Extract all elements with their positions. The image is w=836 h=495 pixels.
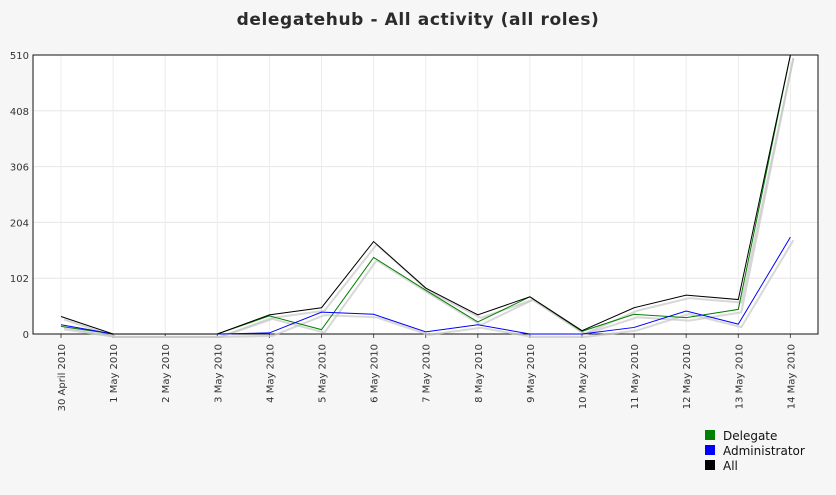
x-tick-label: 2 May 2010 — [161, 344, 172, 403]
series-line-all — [60, 54, 791, 335]
y-tick-label: 510 — [10, 51, 29, 62]
legend-label-administrator: Administrator — [723, 444, 805, 458]
x-tick-label: 10 May 2010 — [578, 344, 589, 409]
x-tick-label: 5 May 2010 — [318, 344, 329, 403]
x-tick-label: 3 May 2010 — [213, 344, 224, 403]
y-tick-label: 0 — [23, 330, 29, 341]
legend-swatch-all — [705, 460, 715, 470]
x-tick-label: 13 May 2010 — [734, 344, 745, 409]
y-tick-label: 204 — [10, 218, 29, 229]
x-tick-label: 9 May 2010 — [526, 344, 537, 403]
series-shadow — [63, 57, 795, 338]
legend-swatch-administrator — [705, 445, 715, 455]
legend-label-delegate: Delegate — [723, 429, 777, 443]
x-tick-label: 12 May 2010 — [682, 344, 693, 409]
x-tick-label: 1 May 2010 — [109, 344, 120, 403]
x-tick-label: 7 May 2010 — [422, 344, 433, 403]
x-tick-label: 8 May 2010 — [474, 344, 485, 403]
x-tick-label: 6 May 2010 — [370, 344, 381, 403]
legend-swatch-delegate — [705, 430, 715, 440]
legend-label-all: All — [723, 459, 738, 473]
x-tick-label: 30 April 2010 — [57, 344, 68, 411]
y-tick-label: 102 — [10, 274, 29, 285]
x-tick-label: 4 May 2010 — [265, 344, 276, 403]
chart-title: delegatehub - All activity (all roles) — [236, 10, 600, 30]
x-tick-label: 14 May 2010 — [786, 344, 797, 409]
y-tick-label: 408 — [10, 107, 29, 118]
x-tick-label: 11 May 2010 — [630, 344, 641, 409]
y-tick-label: 306 — [10, 163, 29, 174]
